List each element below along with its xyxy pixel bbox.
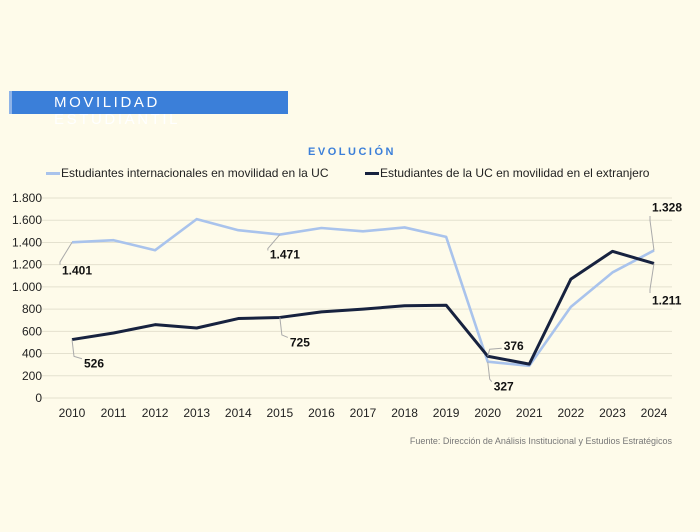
legend-item-abroad: Estudiantes de la UC en movilidad en el … bbox=[365, 166, 649, 180]
x-tick-label: 2012 bbox=[142, 406, 169, 420]
x-tick-label: 2021 bbox=[516, 406, 543, 420]
x-tick-label: 2017 bbox=[350, 406, 377, 420]
y-tick-label: 0 bbox=[35, 391, 42, 405]
source-note: Fuente: Dirección de Análisis Institucio… bbox=[409, 436, 672, 446]
y-tick-label: 800 bbox=[22, 302, 42, 316]
x-tick-label: 2015 bbox=[267, 406, 294, 420]
x-tick-label: 2013 bbox=[183, 406, 210, 420]
data-label: 376 bbox=[504, 339, 524, 353]
data-label: 1.401 bbox=[62, 263, 92, 277]
x-tick-label: 2023 bbox=[599, 406, 626, 420]
y-tick-label: 1.600 bbox=[12, 213, 42, 227]
leader-line bbox=[59, 242, 73, 265]
x-tick-label: 2016 bbox=[308, 406, 335, 420]
data-label: 1.211 bbox=[652, 293, 682, 307]
y-tick-label: 1.000 bbox=[12, 280, 42, 294]
series-line-0 bbox=[71, 217, 655, 368]
y-tick-label: 400 bbox=[22, 347, 42, 361]
leader-line bbox=[487, 361, 493, 382]
y-tick-label: 1.200 bbox=[12, 258, 42, 272]
y-tick-label: 1.800 bbox=[12, 191, 42, 205]
y-tick-label: 1.400 bbox=[12, 235, 42, 249]
y-tick-label: 600 bbox=[22, 324, 42, 338]
leader-line bbox=[487, 347, 502, 357]
leader-line bbox=[71, 339, 83, 360]
legend-item-international: Estudiantes internacionales en movilidad… bbox=[46, 166, 329, 180]
leader-line bbox=[649, 216, 655, 251]
data-label: 1.328 bbox=[652, 200, 682, 214]
section-banner: MOVILIDAD ESTUDIANTIL bbox=[9, 91, 288, 128]
legend-swatch bbox=[46, 171, 60, 175]
x-tick-label: 2019 bbox=[433, 406, 460, 420]
legend-label: Estudiantes de la UC en movilidad en el … bbox=[380, 166, 650, 180]
leader-line bbox=[279, 317, 289, 338]
legend-swatch bbox=[365, 171, 379, 175]
chart-title: EVOLUCIÓN bbox=[308, 146, 396, 158]
x-tick-label: 2020 bbox=[474, 406, 501, 420]
data-label: 1.471 bbox=[270, 248, 300, 262]
x-tick-label: 2022 bbox=[558, 406, 585, 420]
leader-line bbox=[649, 263, 655, 294]
data-label: 725 bbox=[290, 335, 310, 349]
x-tick-label: 2010 bbox=[59, 406, 86, 420]
x-tick-label: 2018 bbox=[391, 406, 418, 420]
series-line-1 bbox=[71, 249, 655, 366]
legend-label: Estudiantes internacionales en movilidad… bbox=[61, 166, 329, 180]
x-tick-label: 2014 bbox=[225, 406, 252, 420]
data-label: 526 bbox=[84, 357, 104, 371]
y-tick-label: 200 bbox=[22, 369, 42, 383]
data-label: 327 bbox=[494, 380, 514, 394]
x-tick-label: 2024 bbox=[641, 406, 668, 420]
section-title: MOVILIDAD ESTUDIANTIL bbox=[54, 94, 181, 128]
leader-line bbox=[267, 234, 281, 251]
x-tick-label: 2011 bbox=[101, 406, 127, 420]
